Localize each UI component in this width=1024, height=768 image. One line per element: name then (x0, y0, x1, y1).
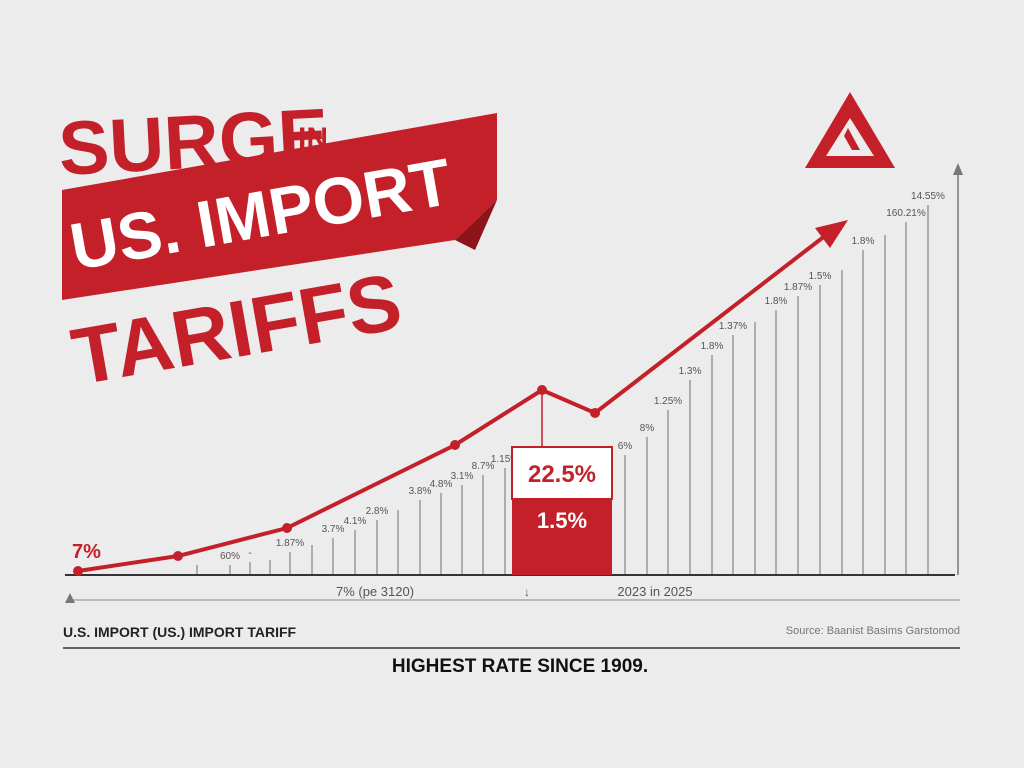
trend-point (173, 551, 183, 561)
bar-label: 1.8% (852, 236, 875, 247)
bar-label: 1.8% (701, 341, 724, 352)
callout-top: 22.5% (528, 461, 596, 488)
callout-top-box (511, 446, 613, 500)
bar-label: 3.1% (451, 471, 474, 482)
bar-label: 1.25% (654, 396, 682, 407)
warning-icon-mark (844, 128, 860, 150)
source: Source: Baanist Basims Garstomod (786, 625, 960, 637)
headline: HIGHEST RATE SINCE 1909. (392, 656, 648, 677)
axis-label-left: 7% (pe 3120) (336, 584, 414, 599)
trend-point (537, 385, 547, 395)
footer-label: U.S. IMPORT (US.) IMPORT TARIFF (63, 624, 297, 640)
bar-label: 6% (618, 441, 633, 452)
bar-label: 1.3% (679, 366, 702, 377)
bar-label: 3.7% (322, 524, 345, 535)
bar-label: 4.1% (344, 516, 367, 527)
bar-label: 4.8% (430, 479, 453, 490)
trend-line (77, 230, 832, 573)
bar-label: 1.37% (719, 321, 747, 332)
ribbon (62, 113, 497, 300)
bar-label: 1.5% (809, 271, 832, 282)
trend-arrowhead (815, 220, 848, 248)
bar-label: 60% (220, 551, 240, 562)
ribbon-fold (455, 200, 497, 250)
bar-label: - (248, 548, 251, 559)
start-label: 7% (72, 541, 101, 563)
bar-label: 1.87% (276, 538, 304, 549)
bar-label: 1.15% (491, 454, 519, 465)
down-arrow: ↓ (524, 585, 530, 599)
bar-label: 14.55% (911, 191, 945, 202)
trend-point (282, 523, 292, 533)
trend-point (590, 408, 600, 418)
callout-bottom-box (512, 499, 612, 575)
bar-label: 160.21% (886, 208, 926, 219)
bar-label: 2.8% (366, 506, 389, 517)
bar-label: 8.7% (472, 461, 495, 472)
axis-label-right: 2023 in 2025 (617, 584, 692, 599)
bar-label: 1.8% (765, 296, 788, 307)
callout-bottom: 1.5% (537, 508, 587, 533)
bar-label: 8% (640, 423, 655, 434)
trend-point (73, 566, 83, 576)
trend-points (73, 385, 600, 576)
axis-arrow (953, 163, 963, 175)
trend-point (450, 440, 460, 450)
axis-arrow (65, 593, 75, 603)
bar-label: 3.8% (409, 486, 432, 497)
bar-label: 1.87% (784, 282, 812, 293)
